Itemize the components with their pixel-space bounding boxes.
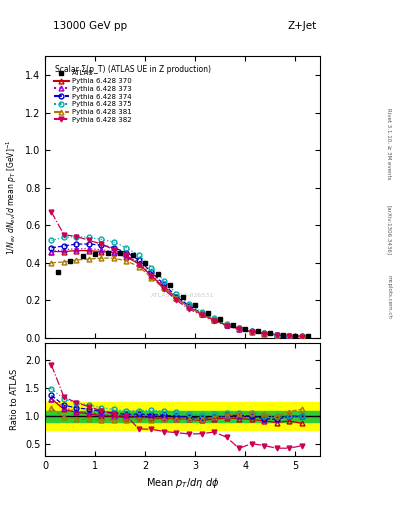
Text: Z+Jet: Z+Jet <box>287 20 316 31</box>
Bar <box>45 402 320 430</box>
Text: Scalar Σ(p_T) (ATLAS UE in Z production): Scalar Σ(p_T) (ATLAS UE in Z production) <box>55 65 211 74</box>
Text: mcplots.cern.ch: mcplots.cern.ch <box>386 275 391 319</box>
Y-axis label: $1/N_{ev}\ dN_{ev}/d\ \mathrm{mean}\ p_T\ [\mathrm{GeV}]^{-1}$: $1/N_{ev}\ dN_{ev}/d\ \mathrm{mean}\ p_T… <box>5 139 19 255</box>
Legend: ATLAS, Pythia 6.428 370, Pythia 6.428 373, Pythia 6.428 374, Pythia 6.428 375, P: ATLAS, Pythia 6.428 370, Pythia 6.428 37… <box>51 68 133 125</box>
Text: Rivet 3.1.10, ≥ 3M events: Rivet 3.1.10, ≥ 3M events <box>386 108 391 179</box>
Y-axis label: Ratio to ATLAS: Ratio to ATLAS <box>10 369 19 430</box>
Text: 13000 GeV pp: 13000 GeV pp <box>53 20 127 31</box>
X-axis label: Mean $p_T/d\eta\ d\phi$: Mean $p_T/d\eta\ d\phi$ <box>146 476 219 490</box>
Text: ATLAS-2014-026531: ATLAS-2014-026531 <box>151 293 214 298</box>
Bar <box>45 411 320 422</box>
Text: [arXiv:1306.3436]: [arXiv:1306.3436] <box>386 205 391 255</box>
